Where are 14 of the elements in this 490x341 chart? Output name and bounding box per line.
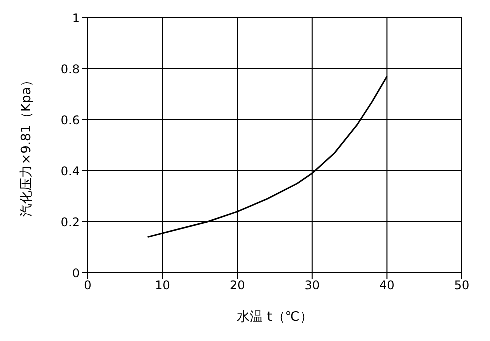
y-tick-label: 0.2 xyxy=(60,215,80,230)
x-tick-label: 30 xyxy=(304,278,320,293)
y-tick-label: 0.8 xyxy=(60,62,80,76)
x-tick-label: 40 xyxy=(380,278,395,293)
x-tick-label: 10 xyxy=(155,278,170,293)
x-tick-label: 50 xyxy=(454,278,470,293)
y-tick-label: 0.4 xyxy=(60,164,80,178)
y-tick-label: 0 xyxy=(72,266,80,280)
y-axis-title: 汽化压力×9.81（Kpa） xyxy=(20,74,35,217)
x-tick-label: 20 xyxy=(230,278,246,293)
y-tick-label: 0.6 xyxy=(60,113,80,128)
x-tick-label: 0 xyxy=(84,278,92,293)
y-tick-label: 1 xyxy=(72,11,80,26)
x-axis-title: 水温 t（℃） xyxy=(237,310,313,325)
